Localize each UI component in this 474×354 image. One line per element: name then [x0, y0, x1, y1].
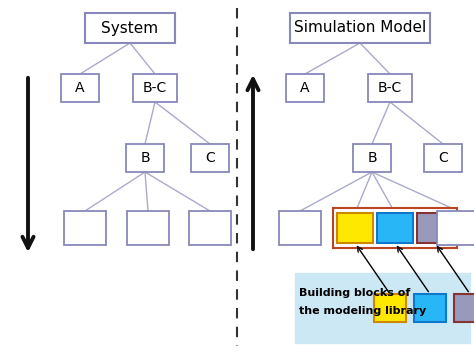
Text: B: B — [140, 151, 150, 165]
Text: B-C: B-C — [378, 81, 402, 95]
Bar — [61, 74, 99, 102]
Text: C: C — [438, 151, 448, 165]
Bar — [133, 74, 177, 102]
Text: the modeling library: the modeling library — [299, 306, 426, 316]
Bar — [377, 213, 413, 243]
Bar — [454, 294, 474, 322]
Text: Simulation Model: Simulation Model — [294, 21, 426, 35]
Bar — [295, 273, 470, 343]
Bar — [437, 211, 474, 245]
Bar — [333, 208, 457, 248]
Bar — [353, 144, 391, 172]
Text: B: B — [367, 151, 377, 165]
Text: B-C: B-C — [143, 81, 167, 95]
Bar — [126, 144, 164, 172]
Bar — [279, 211, 321, 245]
Bar — [424, 144, 462, 172]
Bar — [85, 13, 175, 43]
Text: Building blocks of: Building blocks of — [299, 288, 410, 298]
Bar — [290, 13, 430, 43]
Bar — [417, 213, 453, 243]
Bar — [191, 144, 229, 172]
Text: A: A — [300, 81, 310, 95]
Bar — [127, 211, 169, 245]
Bar — [337, 213, 373, 243]
Bar — [64, 211, 106, 245]
Bar — [414, 294, 446, 322]
Bar — [286, 74, 324, 102]
Bar — [189, 211, 231, 245]
Bar — [374, 294, 406, 322]
Text: System: System — [101, 21, 159, 35]
Text: A: A — [75, 81, 85, 95]
Bar — [368, 74, 412, 102]
Text: C: C — [205, 151, 215, 165]
